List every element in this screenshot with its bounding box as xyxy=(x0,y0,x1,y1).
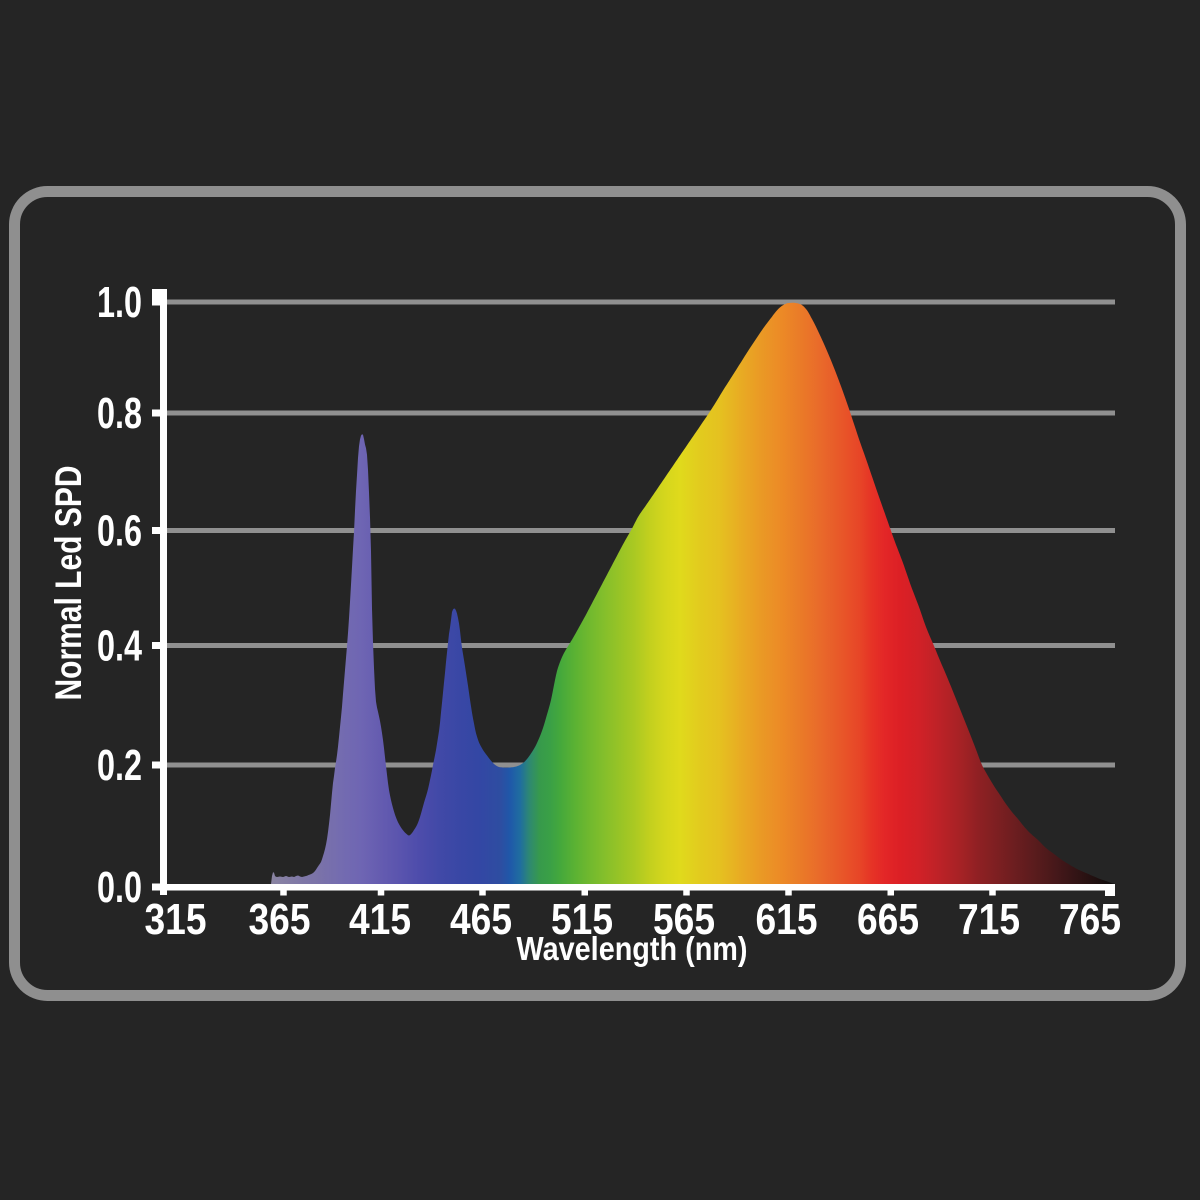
svg-text:1.0: 1.0 xyxy=(97,279,142,327)
svg-text:0.6: 0.6 xyxy=(97,508,142,556)
svg-text:365: 365 xyxy=(249,896,311,944)
svg-text:Wavelength (nm): Wavelength (nm) xyxy=(517,931,748,968)
svg-text:765: 765 xyxy=(1059,896,1121,944)
svg-text:0.8: 0.8 xyxy=(97,390,142,438)
svg-text:665: 665 xyxy=(857,896,919,944)
svg-text:0.2: 0.2 xyxy=(97,742,142,790)
svg-text:715: 715 xyxy=(958,896,1020,944)
svg-text:415: 415 xyxy=(349,896,411,944)
svg-text:315: 315 xyxy=(145,896,207,944)
svg-text:0.0: 0.0 xyxy=(97,864,142,912)
svg-text:615: 615 xyxy=(756,896,818,944)
svg-text:Normal Led SPD: Normal Led SPD xyxy=(48,466,89,701)
svg-text:515: 515 xyxy=(551,896,613,944)
svg-text:0.4: 0.4 xyxy=(97,623,142,671)
svg-text:465: 465 xyxy=(450,896,512,944)
svg-text:565: 565 xyxy=(653,896,715,944)
